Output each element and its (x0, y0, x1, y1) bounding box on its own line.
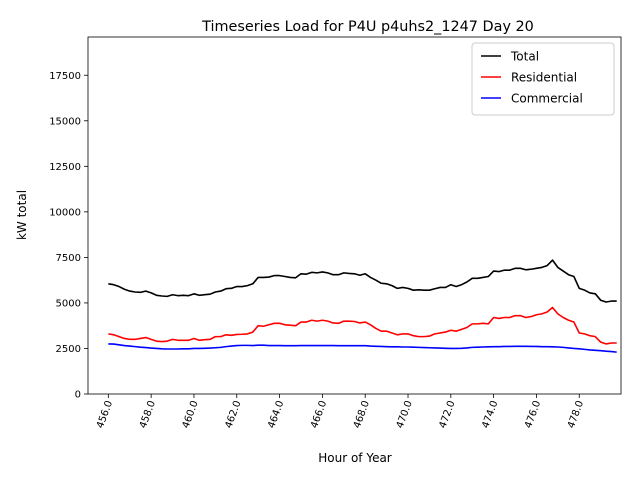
legend-entry-residential: Residential (511, 71, 577, 85)
y-tick-label: 15000 (49, 116, 81, 127)
legend-box (471, 42, 615, 116)
series-lines (108, 259, 617, 353)
legend: Total Residential Commercial (471, 42, 615, 116)
y-axis-label: kW total (15, 190, 29, 240)
y-tick-label: 0 (75, 390, 81, 401)
legend-entry-commercial: Commercial (511, 92, 583, 106)
y-tick-label: 17500 (49, 71, 81, 82)
series-line-total (108, 259, 617, 303)
series-line-commercial (108, 343, 617, 353)
y-tick-label: 12500 (49, 162, 81, 173)
plot-area (87, 36, 622, 395)
chart-title: Timeseries Load for P4U p4uhs2_1247 Day … (201, 19, 534, 35)
axes-frame (87, 36, 622, 395)
y-tick-label: 2500 (56, 344, 81, 355)
y-tick-label: 5000 (56, 299, 81, 310)
legend-entry-total: Total (510, 50, 539, 64)
y-tick-label: 10000 (49, 207, 81, 218)
x-axis-label: Hour of Year (318, 451, 392, 465)
series-line-residential (108, 306, 617, 345)
y-tick-label: 7500 (56, 253, 81, 264)
y-axis-ticks: 0 2500 5000 7500 10000 12500 15000 17500 (49, 71, 88, 401)
